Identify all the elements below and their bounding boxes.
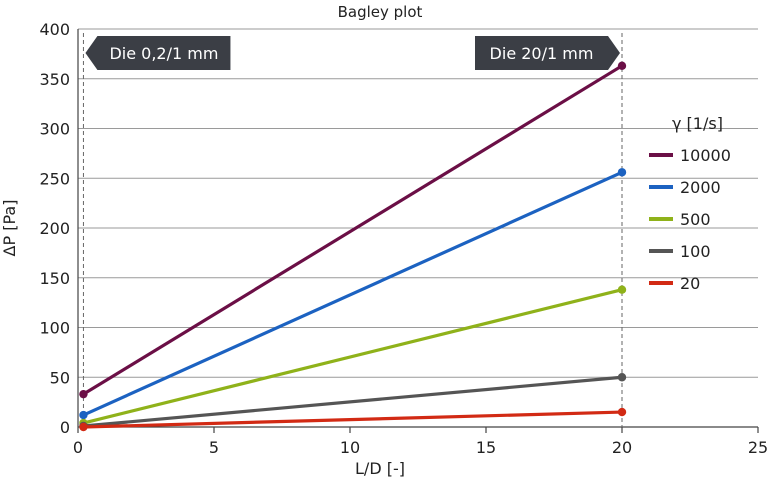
legend-title: γ [1/s] bbox=[672, 114, 723, 133]
y-tick-label: 0 bbox=[60, 418, 70, 437]
die-annotations: Die 0,2/1 mm Die 20/1 mm bbox=[82, 33, 623, 427]
legend-label: 10000 bbox=[680, 146, 731, 165]
series-line-20 bbox=[83, 410, 623, 429]
data-point bbox=[617, 285, 627, 294]
legend-swatch bbox=[649, 281, 673, 285]
die-callout bbox=[475, 36, 620, 70]
data-point bbox=[79, 422, 88, 432]
x-tick-label: 0 bbox=[73, 438, 83, 457]
y-tick-label: 300 bbox=[39, 120, 70, 139]
series-line-10000 bbox=[82, 64, 623, 396]
grid bbox=[78, 28, 758, 378]
y-tick-label: 350 bbox=[39, 70, 70, 89]
x-tick-label: 5 bbox=[209, 438, 219, 457]
data-point bbox=[617, 168, 627, 177]
legend-label: 100 bbox=[680, 242, 711, 261]
x-tick-label: 10 bbox=[340, 438, 360, 457]
y-tick-label: 200 bbox=[39, 219, 70, 238]
die-callout-label: Die 0,2/1 mm bbox=[109, 44, 218, 63]
legend-swatch bbox=[649, 217, 673, 221]
data-point bbox=[79, 389, 88, 399]
x-tick-label: 15 bbox=[476, 438, 496, 457]
legend-swatch bbox=[649, 153, 673, 157]
y-tick-label: 50 bbox=[50, 368, 70, 387]
legend-swatch bbox=[649, 185, 673, 189]
series-line-100 bbox=[83, 375, 623, 428]
legend-label: 20 bbox=[680, 274, 700, 293]
y-tick-label: 250 bbox=[39, 169, 70, 188]
x-tick-labels: 0 5 10 15 20 25 bbox=[73, 438, 768, 457]
series-line-2000 bbox=[82, 170, 623, 417]
data-point bbox=[79, 410, 88, 420]
legend-label: 2000 bbox=[680, 178, 721, 197]
y-tick-label: 150 bbox=[39, 269, 70, 288]
chart-title: Bagley plot bbox=[338, 3, 423, 21]
legend: γ [1/s] 10000 2000 500 100 20 bbox=[649, 114, 731, 293]
legend-label: 500 bbox=[680, 210, 711, 229]
data-point bbox=[617, 61, 627, 71]
series-lines bbox=[79, 61, 627, 432]
x-tick-label: 20 bbox=[612, 438, 632, 457]
axes bbox=[77, 29, 759, 433]
y-axis-label: ΔP [Pa] bbox=[0, 200, 19, 257]
legend-swatch bbox=[649, 249, 673, 253]
y-tick-labels: 0 50 100 150 200 250 300 350 400 bbox=[39, 20, 70, 437]
x-tick-label: 25 bbox=[748, 438, 768, 457]
y-tick-label: 400 bbox=[39, 20, 70, 39]
y-tick-label: 100 bbox=[39, 319, 70, 338]
x-axis-label: L/D [-] bbox=[355, 459, 405, 478]
data-point bbox=[617, 373, 627, 382]
die-callout bbox=[85, 36, 231, 70]
series-line-500 bbox=[83, 288, 623, 425]
die-callout-label: Die 20/1 mm bbox=[490, 44, 594, 63]
data-point bbox=[617, 407, 627, 417]
